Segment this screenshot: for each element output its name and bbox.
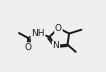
Text: NH: NH xyxy=(31,29,45,38)
Text: N: N xyxy=(53,41,59,50)
Text: O: O xyxy=(24,43,32,52)
Text: O: O xyxy=(55,24,62,33)
